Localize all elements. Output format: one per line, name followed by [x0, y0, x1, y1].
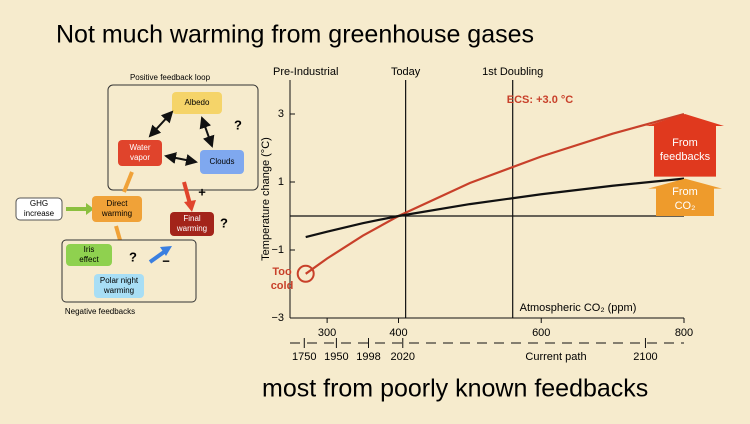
x-tick-label: 400: [389, 327, 407, 339]
series-line: [305, 177, 685, 239]
x-tick-label: 300: [318, 327, 336, 339]
reference-label: Today: [391, 66, 421, 78]
node-label: vapor: [130, 153, 150, 162]
node-label: Water: [129, 143, 150, 152]
x-tick-label: 600: [532, 327, 550, 339]
arrow: [148, 250, 166, 264]
timeline-label: 1750: [292, 351, 316, 363]
chart: −3 −1 1 3 300 400 600 800 Temperature change (°C…: [260, 66, 724, 363]
series-label: ECS: +3.0 °C: [507, 94, 574, 106]
diagram: Positive feedback loop Albedo Water vapo…: [15, 73, 259, 316]
node: [118, 140, 162, 166]
negative-box: [61, 239, 197, 303]
node-label: Albedo: [185, 98, 210, 107]
arrow-head: [184, 200, 196, 212]
timeline-label: 1950: [324, 351, 348, 363]
loop-box: [107, 84, 259, 191]
node-label: Iris: [84, 245, 95, 254]
arrow-head: [160, 246, 172, 256]
plus: +: [198, 184, 206, 199]
negative-label: Negative feedbacks: [65, 307, 135, 316]
node: [92, 196, 142, 222]
node: [94, 274, 144, 298]
node-label: increase: [24, 209, 55, 218]
y-tick-label: −3: [271, 312, 284, 324]
y-tick-label: 3: [278, 108, 284, 120]
question: ?: [234, 117, 242, 132]
y-axis-label: Temperature change (°C): [260, 137, 272, 261]
series-line: [305, 112, 685, 275]
feedback-label: feedbacks: [660, 151, 711, 163]
question: ?: [220, 215, 228, 230]
minus: −: [162, 253, 170, 268]
node-label: warming: [103, 286, 134, 295]
co2-arrow: [648, 178, 722, 216]
node-label: warming: [176, 224, 207, 233]
node-label: Final: [183, 214, 201, 223]
co2-label: From: [672, 186, 698, 198]
loop-label: Positive feedback loop: [130, 73, 211, 82]
timeline-label: 1998: [356, 351, 380, 363]
question: ?: [129, 249, 137, 264]
reference-label: 1st Doubling: [482, 66, 543, 78]
node-label: GHG: [30, 199, 48, 208]
arrow: [114, 225, 122, 241]
x-tick-label: 800: [675, 327, 693, 339]
slide-title: Not much warming from greenhouse gases: [56, 21, 534, 49]
node: [170, 212, 214, 236]
slide-subtitle: most from poorly known feedbacks: [262, 375, 648, 403]
y-tick-label: −1: [271, 244, 284, 256]
arrow: [122, 171, 134, 193]
arrow-head: [86, 203, 94, 215]
x-axis-label: Atmospheric CO₂ (ppm): [520, 302, 637, 314]
arrow: [182, 181, 192, 205]
arrow: [164, 152, 198, 166]
node-label: Polar night: [100, 276, 139, 285]
node: [200, 150, 244, 174]
node: [172, 92, 222, 114]
timeline-label: 2100: [633, 351, 657, 363]
arrow: [199, 116, 215, 148]
node: [15, 197, 63, 221]
timeline-label: 2020: [391, 351, 415, 363]
node-label: Clouds: [210, 157, 235, 166]
node-label: Direct: [107, 199, 129, 208]
node: [66, 244, 112, 266]
too-cold-marker: [296, 264, 315, 283]
y-tick-label: 1: [278, 176, 284, 188]
node-label: effect: [79, 255, 99, 264]
timeline-caption: Current path: [525, 351, 586, 363]
node-label: warming: [101, 209, 132, 218]
arrow: [148, 110, 174, 138]
co2-label: CO₂: [675, 200, 696, 212]
feedback-arrow: [646, 114, 724, 177]
feedback-label: From: [672, 137, 698, 149]
too-cold-label: cold: [271, 280, 294, 292]
too-cold-label: Too: [272, 266, 292, 278]
reference-label: Pre-Industrial: [273, 66, 338, 78]
